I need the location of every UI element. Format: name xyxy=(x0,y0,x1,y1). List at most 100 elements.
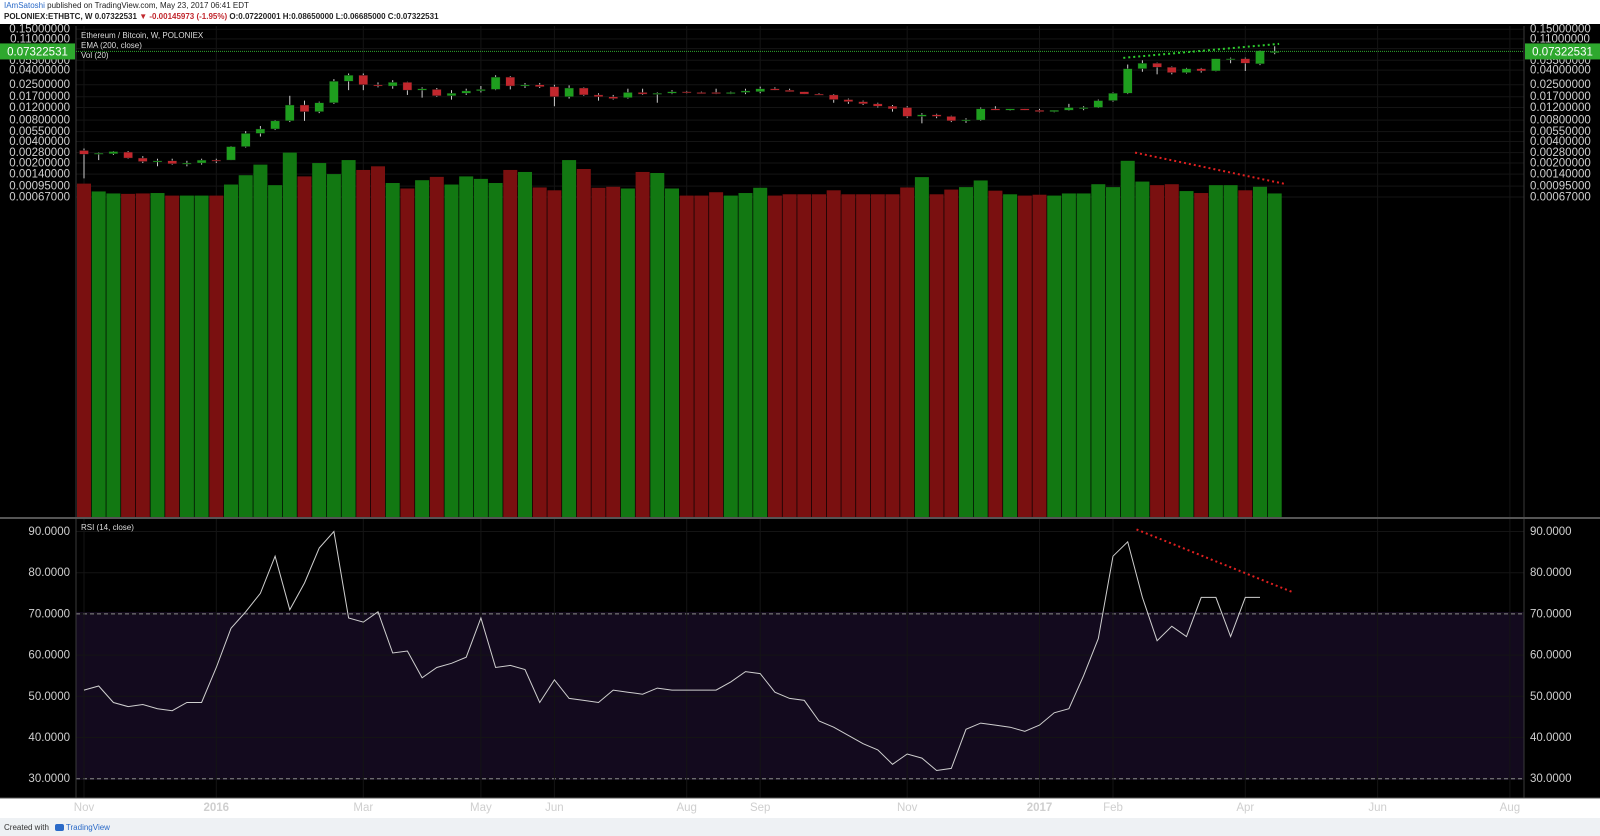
candle-body[interactable] xyxy=(814,93,824,96)
rsi-legend[interactable]: RSI (14, close) xyxy=(81,523,134,532)
candle[interactable] xyxy=(711,88,721,95)
candle[interactable] xyxy=(917,113,927,124)
candle-body[interactable] xyxy=(652,93,662,95)
candle[interactable] xyxy=(388,80,398,89)
candle[interactable] xyxy=(79,148,89,179)
candle[interactable] xyxy=(1240,57,1251,71)
candle[interactable] xyxy=(417,87,427,98)
candle-body[interactable] xyxy=(535,84,545,87)
candle-body[interactable] xyxy=(843,99,854,102)
candle[interactable] xyxy=(240,131,251,148)
candle-body[interactable] xyxy=(314,102,324,112)
legend-ema[interactable]: EMA (200, close) xyxy=(81,41,142,50)
author-link[interactable]: IAmSatoshi xyxy=(4,1,45,10)
candle-body[interactable] xyxy=(829,94,839,100)
candle-body[interactable] xyxy=(1255,50,1265,65)
candle-body[interactable] xyxy=(770,88,780,91)
candle-body[interactable] xyxy=(711,92,721,94)
candle[interactable] xyxy=(990,106,1001,111)
candle[interactable] xyxy=(211,158,222,164)
legend-volume[interactable]: Vol (20) xyxy=(81,51,109,60)
candle[interactable] xyxy=(167,158,177,165)
candle[interactable] xyxy=(1225,57,1236,64)
candle[interactable] xyxy=(682,90,692,94)
candle-body[interactable] xyxy=(726,92,736,94)
candle-body[interactable] xyxy=(270,120,280,130)
candle-body[interactable] xyxy=(740,90,751,93)
candle-body[interactable] xyxy=(858,101,868,105)
candle-body[interactable] xyxy=(240,133,251,147)
candle[interactable] xyxy=(696,91,707,94)
candle[interactable] xyxy=(1211,58,1221,72)
candle[interactable] xyxy=(314,101,324,114)
candle[interactable] xyxy=(402,81,413,95)
tradingview-brand[interactable]: TradingView xyxy=(65,823,110,832)
candle[interactable] xyxy=(196,158,207,165)
candle[interactable] xyxy=(461,88,471,95)
candle-body[interactable] xyxy=(608,96,618,99)
candle-body[interactable] xyxy=(579,87,589,96)
candle[interactable] xyxy=(270,120,280,131)
candle-body[interactable] xyxy=(461,90,471,94)
candle-body[interactable] xyxy=(182,162,192,165)
candle[interactable] xyxy=(887,105,898,112)
candle[interactable] xyxy=(299,100,310,121)
candle[interactable] xyxy=(946,115,956,123)
candle-body[interactable] xyxy=(887,106,898,110)
candle[interactable] xyxy=(814,93,824,96)
candle[interactable] xyxy=(138,156,148,164)
candle[interactable] xyxy=(931,113,942,119)
candle-body[interactable] xyxy=(549,86,560,97)
candle-body[interactable] xyxy=(432,89,442,97)
candle[interactable] xyxy=(182,160,192,167)
candle[interactable] xyxy=(1255,50,1265,66)
candle-body[interactable] xyxy=(343,75,354,82)
candle[interactable] xyxy=(784,88,795,92)
candle-body[interactable] xyxy=(976,108,986,121)
candle-body[interactable] xyxy=(1020,108,1030,111)
candle[interactable] xyxy=(152,158,163,167)
candle-body[interactable] xyxy=(226,146,236,161)
candle[interactable] xyxy=(564,85,574,99)
candle[interactable] xyxy=(858,100,868,106)
candle[interactable] xyxy=(1122,64,1133,95)
candle-body[interactable] xyxy=(1078,107,1089,109)
candle-body[interactable] xyxy=(1240,58,1251,64)
candle-body[interactable] xyxy=(138,157,148,162)
candle-body[interactable] xyxy=(446,93,457,97)
candle[interactable] xyxy=(755,86,765,94)
candle-body[interactable] xyxy=(1093,100,1104,108)
candle-body[interactable] xyxy=(1181,68,1192,73)
candle[interactable] xyxy=(579,87,589,96)
candle-body[interactable] xyxy=(623,92,633,98)
candle[interactable] xyxy=(726,91,736,95)
candle-body[interactable] xyxy=(946,116,956,122)
candle[interactable] xyxy=(1034,108,1045,113)
candle[interactable] xyxy=(549,84,560,107)
candle[interactable] xyxy=(520,82,530,89)
candle-body[interactable] xyxy=(637,92,648,95)
candle-body[interactable] xyxy=(211,159,222,162)
candle-body[interactable] xyxy=(1167,67,1177,73)
candle-body[interactable] xyxy=(799,91,809,95)
candle-body[interactable] xyxy=(505,76,515,87)
candle-body[interactable] xyxy=(1049,109,1059,112)
candle[interactable] xyxy=(873,102,883,108)
candle[interactable] xyxy=(593,93,604,101)
candle[interactable] xyxy=(652,92,662,103)
candle-body[interactable] xyxy=(1225,58,1236,61)
candle[interactable] xyxy=(1005,108,1015,111)
time-axis[interactable]: Nov 2016 Mar May Jun Aug Sep Nov 2017 Feb Apr Jun Au… xyxy=(74,802,1520,814)
candle-body[interactable] xyxy=(167,160,177,165)
candle[interactable] xyxy=(329,79,339,104)
candle[interactable] xyxy=(255,126,266,137)
rsi-axis-left[interactable]: 90.0000 80.0000 70.0000 60.0000 50.0000 40.00… xyxy=(28,526,70,785)
candle[interactable] xyxy=(93,152,104,161)
candle-body[interactable] xyxy=(152,160,163,163)
candle[interactable] xyxy=(505,76,515,90)
candle-body[interactable] xyxy=(917,114,927,117)
volume-trend-line[interactable] xyxy=(1134,151,1287,186)
candle-body[interactable] xyxy=(79,150,89,155)
price-trend-line[interactable] xyxy=(1123,42,1280,59)
candle[interactable] xyxy=(902,106,912,118)
